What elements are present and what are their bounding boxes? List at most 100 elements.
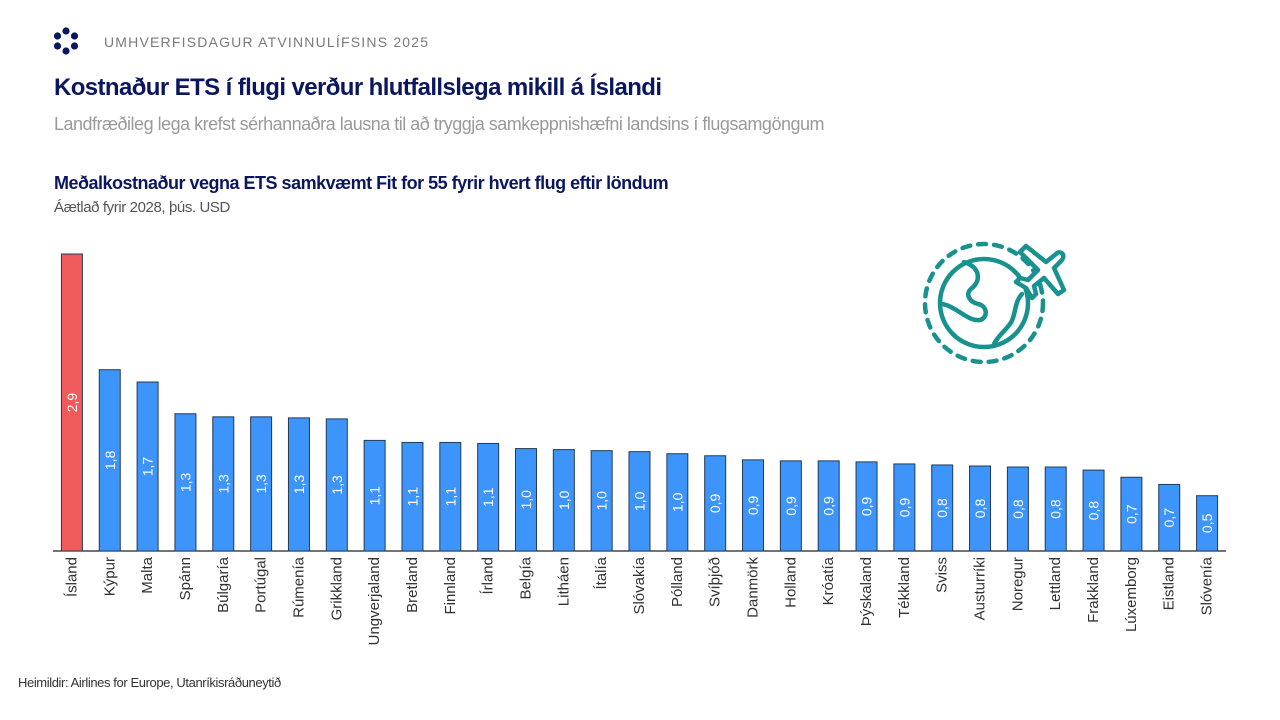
tick-label: Danmörk — [745, 557, 762, 618]
tick-label: Ísland — [63, 557, 80, 597]
data-label: 1,0 — [632, 491, 648, 511]
tick-label: Þýskaland — [858, 557, 875, 626]
data-label: 0,7 — [1123, 504, 1139, 524]
bar-Ungverjaland — [363, 439, 386, 552]
tick-label: Spánn — [177, 557, 194, 600]
bar-Þýskaland — [855, 461, 878, 552]
tick-label: Slóvenía — [1199, 556, 1216, 615]
tick-label: Noregur — [1009, 557, 1026, 611]
data-label: 1,3 — [253, 474, 269, 494]
tick-label: Ungverjaland — [366, 557, 383, 645]
tick-label: Svíþjóð — [707, 557, 724, 607]
tick-label: Lettland — [1047, 557, 1064, 610]
data-label: 0,9 — [821, 496, 837, 516]
data-label: 0,9 — [896, 498, 912, 518]
data-label: 1,1 — [367, 486, 383, 506]
tick-label: Lúxemborg — [1123, 557, 1140, 632]
bar-Malta — [136, 381, 159, 552]
tick-label: Litháen — [555, 557, 572, 606]
data-label: 1,1 — [442, 487, 458, 507]
continent-west — [939, 259, 988, 323]
data-label: 0,8 — [1048, 499, 1064, 519]
tick-label: Belgía — [517, 556, 534, 599]
dashed-orbit — [922, 241, 1046, 365]
logo-icon — [53, 27, 79, 55]
data-label: 1,1 — [404, 487, 420, 507]
data-label: 1,8 — [102, 450, 118, 470]
data-label: 1,3 — [177, 472, 193, 492]
tick-label: Holland — [782, 557, 799, 608]
page-title: Kostnaður ETS í flugi verður hlutfallsle… — [54, 74, 662, 101]
bar-Frakkland — [1082, 469, 1105, 552]
bar-Portúgal — [250, 416, 273, 552]
bar-Tékkland — [893, 463, 916, 552]
data-label: 1,0 — [669, 492, 685, 512]
tick-label: Tékkland — [896, 557, 913, 618]
page-subtitle: Landfræðileg lega krefst sérhannaðra lau… — [54, 114, 824, 134]
bar-Króatía — [817, 460, 840, 552]
chart-subtitle: Áætlað fyrir 2028, þús. USD — [54, 199, 230, 216]
data-label: 1,3 — [329, 475, 345, 495]
bar-Finnland — [439, 441, 462, 552]
tick-label: Kýpur — [101, 557, 118, 596]
bar-Holland — [779, 460, 802, 552]
tick-label: Bretland — [404, 557, 421, 613]
bar-Ítalía — [590, 450, 613, 552]
bar-Bretland — [401, 441, 424, 552]
data-label: 1,0 — [556, 490, 572, 510]
data-label: 0,8 — [972, 499, 988, 519]
tick-label: Grikkland — [328, 557, 345, 620]
data-label: 1,3 — [215, 474, 231, 494]
bar-Lettland — [1044, 466, 1067, 552]
bar-Búlgaría — [212, 416, 235, 552]
tick-label: Sviss — [934, 557, 951, 593]
data-label: 0,9 — [783, 496, 799, 516]
bar-Litháen — [552, 449, 575, 552]
tick-label: Búlgaría — [215, 556, 232, 613]
tick-label: Slóvakía — [631, 556, 648, 614]
bar-Austurríki — [969, 465, 992, 552]
bar-Írland — [477, 442, 500, 552]
data-label: 1,7 — [140, 457, 156, 477]
bar-Spánn — [174, 413, 197, 552]
bar-Eistland — [1158, 483, 1181, 552]
bar-Sviss — [931, 464, 954, 552]
tick-label: Portúgal — [253, 557, 270, 613]
bar-Danmörk — [742, 459, 765, 552]
data-label: 1,0 — [518, 490, 534, 510]
tick-label: Pólland — [669, 557, 686, 607]
tick-label: Finnland — [442, 557, 459, 615]
chart-title: Meðalkostnaður vegna ETS samkvæmt Fit fo… — [54, 173, 669, 193]
continent-east — [991, 291, 1025, 347]
tick-label: Írland — [480, 557, 497, 595]
globe-airplane-icon — [922, 241, 1067, 365]
data-label: 0,9 — [859, 497, 875, 517]
tick-label: Króatía — [820, 556, 837, 605]
data-label: 1,3 — [291, 474, 307, 494]
data-label: 0,8 — [1086, 501, 1102, 521]
airplane — [1013, 243, 1067, 301]
data-label: 0,7 — [1161, 508, 1177, 528]
tick-label: Rúmenía — [290, 556, 307, 618]
data-label: 1,0 — [594, 491, 610, 511]
source-note: Heimildir: Airlines for Europe, Utanríki… — [18, 675, 281, 690]
bar-Grikkland — [325, 418, 348, 552]
tick-label: Ítalía — [593, 556, 610, 589]
bar-Lúxemborg — [1120, 476, 1143, 552]
data-label: 0,8 — [1010, 499, 1026, 519]
bar-Pólland — [666, 453, 689, 552]
tick-label: Malta — [139, 556, 156, 593]
data-label: 0,5 — [1199, 513, 1215, 533]
bar-Slóvakía — [628, 451, 651, 552]
bar-Kýpur — [98, 369, 121, 552]
bar-Belgía — [514, 448, 537, 552]
data-label: 0,9 — [707, 493, 723, 513]
tick-label: Austurríki — [972, 557, 989, 620]
bar-Rúmenía — [287, 417, 310, 552]
event-label: UMHVERFISDAGUR ATVINNULÍFSINS 2025 — [104, 34, 430, 50]
data-label: 1,1 — [480, 487, 496, 507]
tick-label: Frakkland — [1085, 557, 1102, 623]
bar-Ísland — [60, 253, 83, 552]
bar-Slóvenía — [1196, 495, 1219, 552]
